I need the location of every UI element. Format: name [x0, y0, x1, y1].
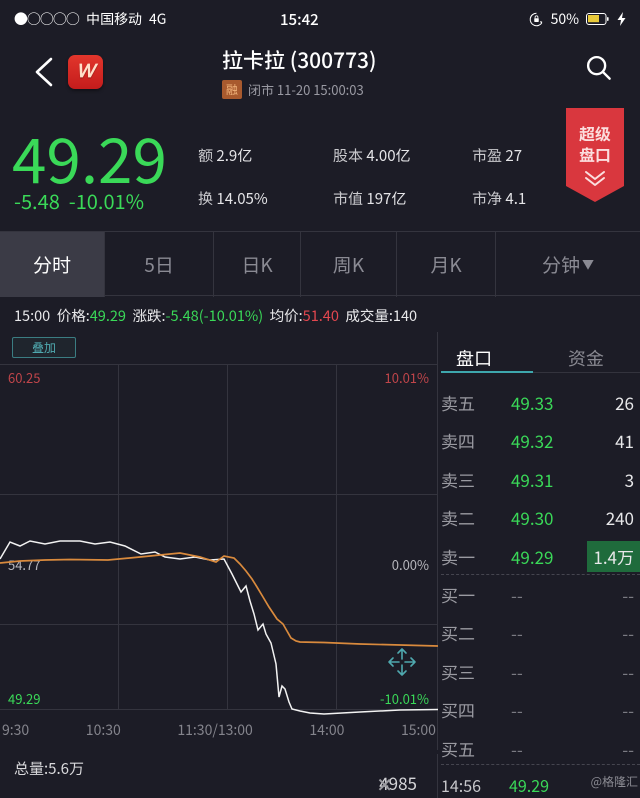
svg-text:盘口: 盘口 — [579, 142, 611, 166]
